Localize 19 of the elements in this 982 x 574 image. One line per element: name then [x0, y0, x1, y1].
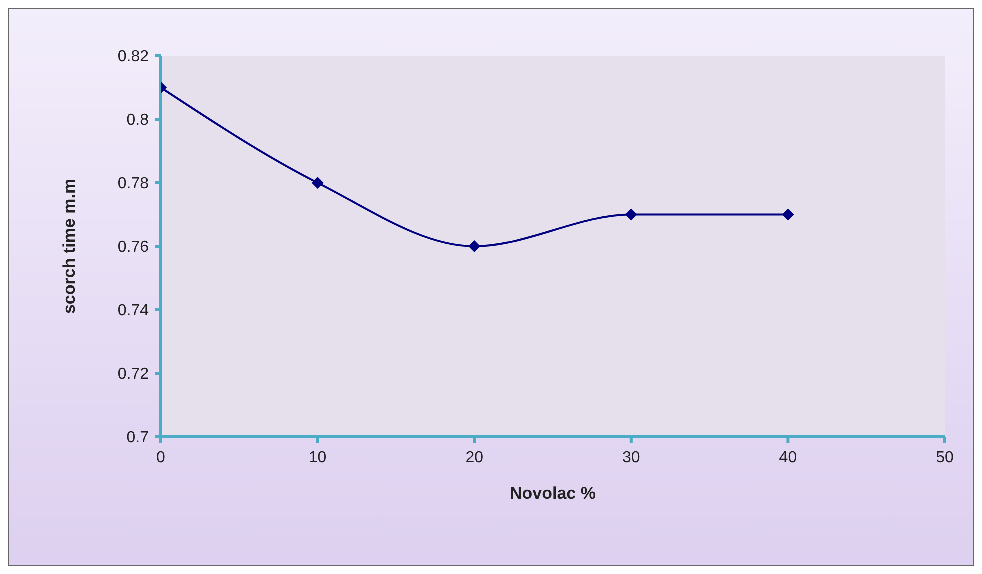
y-tick-label: 0.82 — [118, 48, 150, 66]
y-tick-label: 0.7 — [126, 430, 150, 447]
y-tick-label: 0.72 — [118, 366, 150, 384]
point — [312, 177, 324, 189]
y-tick-label: 0.76 — [118, 239, 150, 256]
x-tick-label: 0 — [156, 449, 166, 466]
x-tick-label: 50 — [936, 449, 954, 466]
point — [782, 208, 794, 221]
x-axis-title: Novolac % — [510, 484, 596, 503]
y-tick-label: 0.74 — [118, 302, 150, 320]
point — [468, 240, 481, 252]
x-tick-label: 10 — [308, 449, 327, 466]
y-tick-label: 0.8 — [126, 112, 150, 130]
x-tick-label: 30 — [622, 449, 640, 466]
y-axis-title: scorch time m.m — [60, 178, 80, 314]
y-tick-label: 0.78 — [118, 176, 150, 193]
point — [625, 208, 638, 221]
x-tick-label: 40 — [779, 449, 798, 466]
x-tick-label: 20 — [466, 449, 484, 466]
